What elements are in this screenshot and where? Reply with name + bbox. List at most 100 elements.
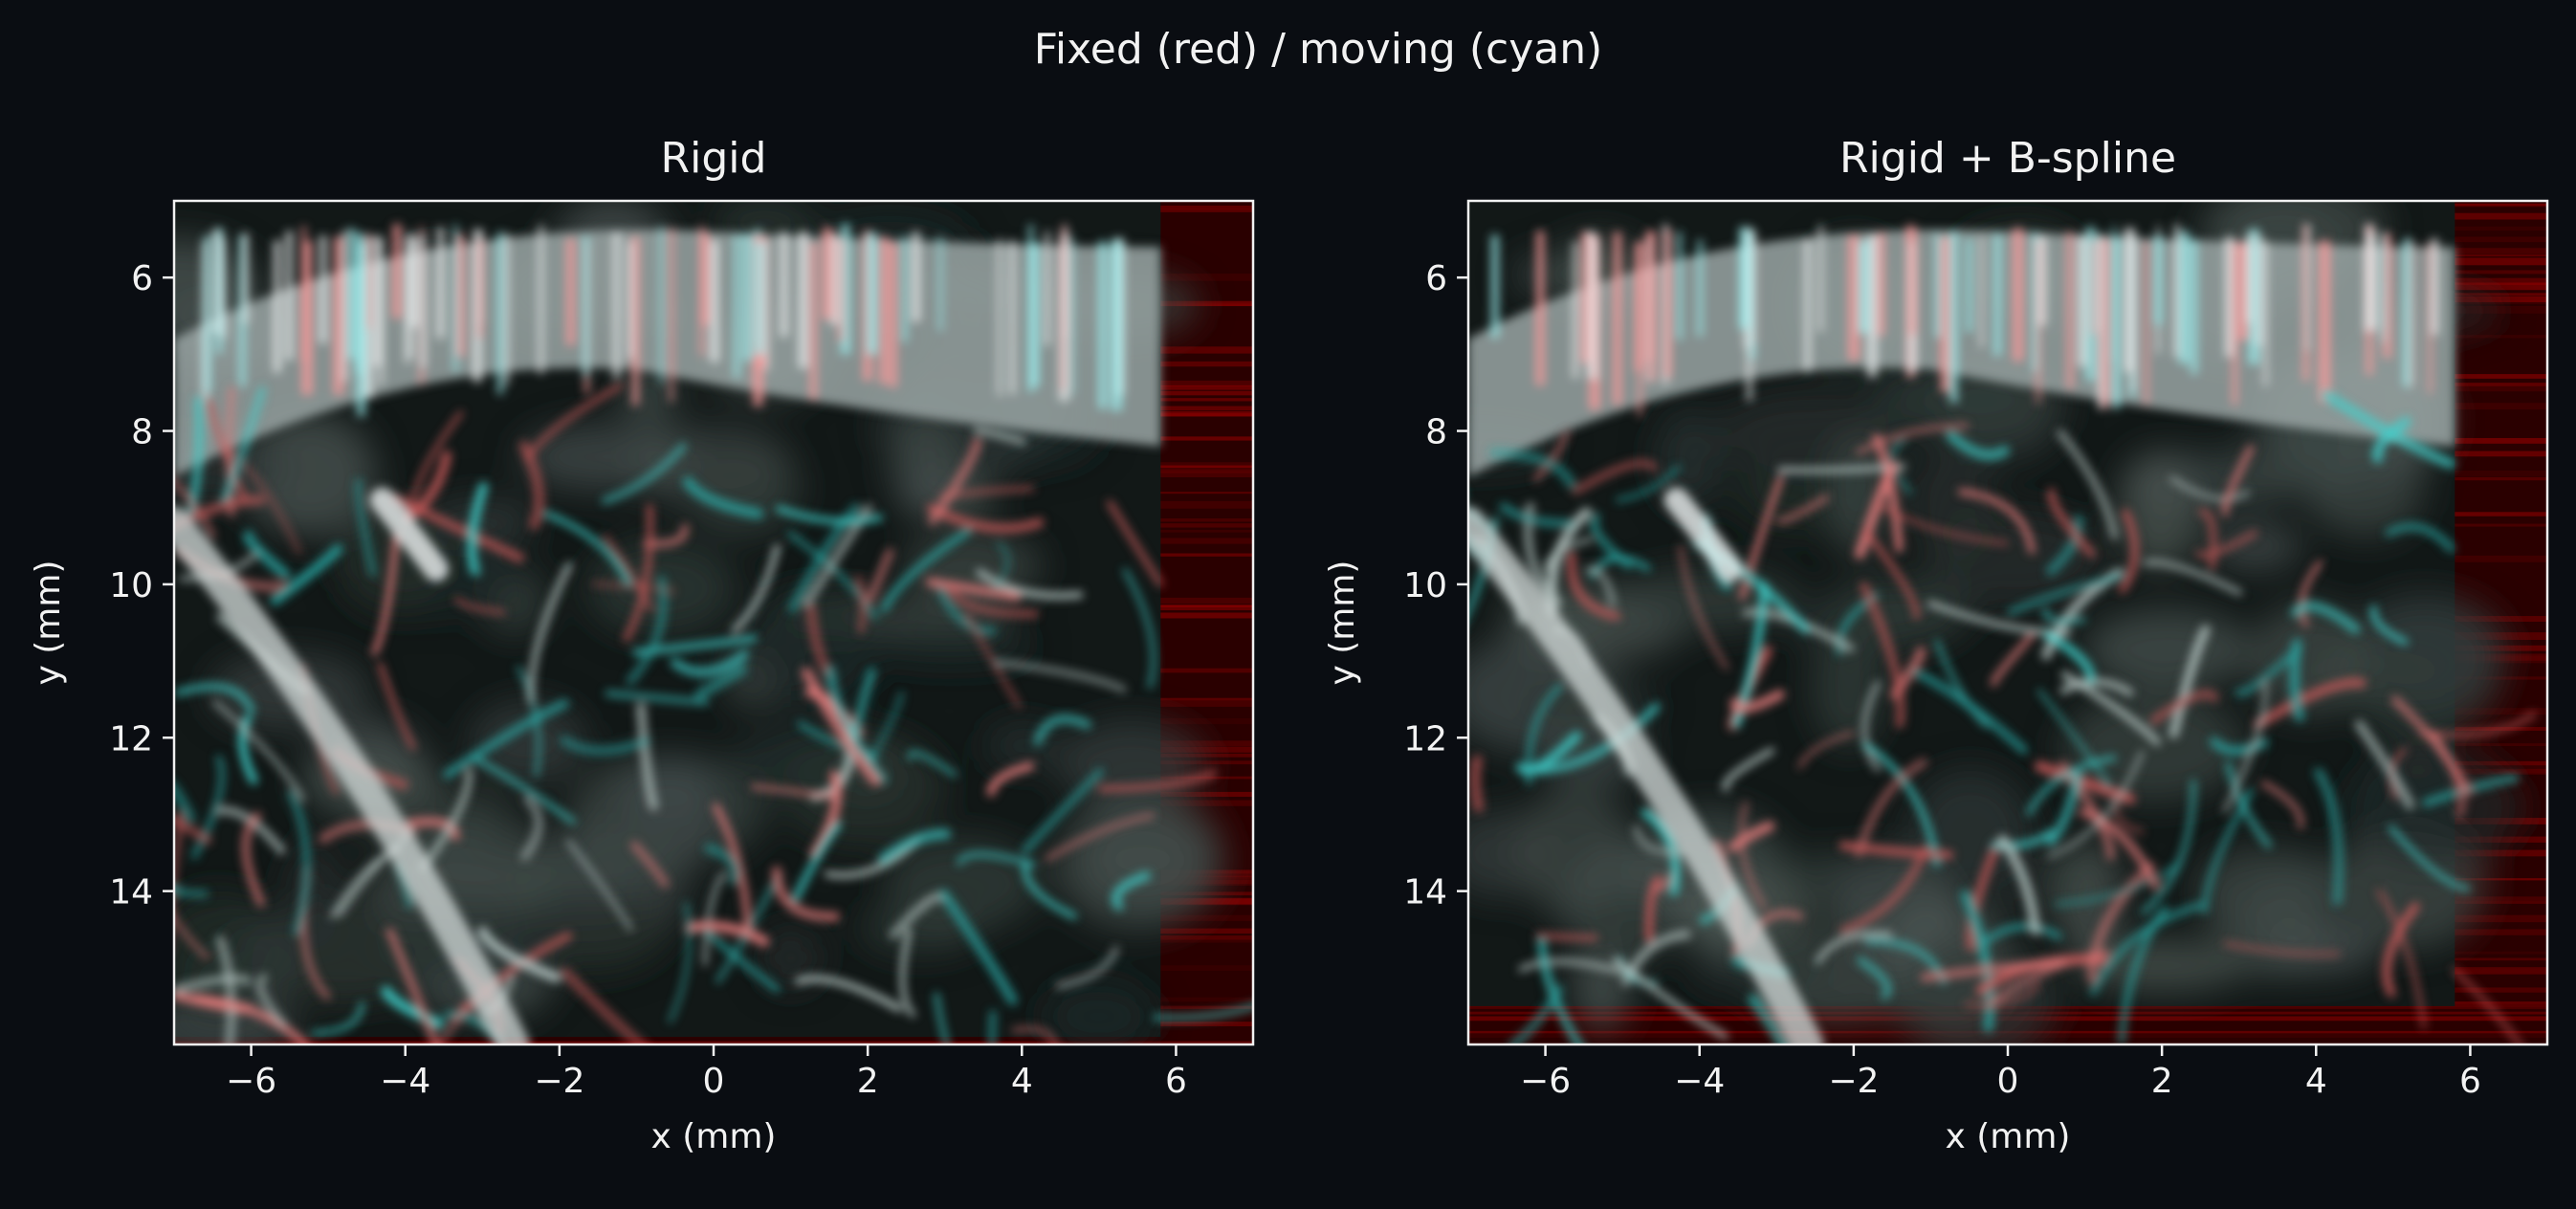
surface-streak xyxy=(2154,234,2162,325)
vessel-curve xyxy=(1964,981,2041,1007)
x-tick-label: −2 xyxy=(1828,1062,1879,1101)
vessel-curve xyxy=(867,691,904,766)
vessel-curve xyxy=(2390,695,2473,797)
surface-streak xyxy=(285,231,294,361)
vessel-curve xyxy=(787,531,878,620)
x-tick-label: −2 xyxy=(534,1062,584,1101)
vessel-curve xyxy=(2055,861,2182,907)
surface-streak xyxy=(1818,225,1823,332)
surface-streak xyxy=(1069,236,1073,394)
surface-streak xyxy=(2037,235,2046,326)
surface-streak xyxy=(2319,240,2330,402)
surface-streak xyxy=(2249,229,2259,364)
vessel-curve xyxy=(472,756,576,824)
surface-streak xyxy=(420,233,426,368)
x-tick-label: 6 xyxy=(1165,1062,1187,1101)
vessel-curve xyxy=(174,912,209,959)
surface-streak xyxy=(780,231,788,337)
vessel-curve xyxy=(378,662,416,751)
surface-streak xyxy=(2124,228,2135,372)
tissue-blob xyxy=(469,700,587,785)
surface-streak xyxy=(497,231,503,395)
vessel-curve xyxy=(1877,503,2009,546)
vessel-structures xyxy=(1468,390,2537,1044)
vessel-curve xyxy=(1537,937,1583,1044)
vessel-curve xyxy=(682,476,764,519)
y-tick-label: 6 xyxy=(131,259,153,298)
vessel-curve xyxy=(2086,862,2155,983)
vessel-curve xyxy=(255,973,287,1028)
vessel-curve xyxy=(1920,958,2066,982)
surface-streak xyxy=(301,226,306,362)
surface-streak xyxy=(2257,234,2262,346)
tissue-blob xyxy=(1088,829,1197,890)
vessel-curve xyxy=(216,806,286,855)
vessel-curve xyxy=(355,478,377,577)
x-tick-label: −6 xyxy=(226,1062,276,1101)
surface-streak xyxy=(392,224,402,319)
surface-streak xyxy=(2403,238,2411,387)
vessel-curve xyxy=(1856,423,1970,455)
surface-streak xyxy=(627,241,633,359)
y-axis-label-rigid-bspline: y (mm) xyxy=(1323,561,1362,686)
tissue-blob xyxy=(745,586,879,710)
surface-streak xyxy=(765,239,769,372)
vessel-curve xyxy=(1838,845,1929,935)
vessel-curve xyxy=(805,603,832,678)
vessel-curve xyxy=(956,851,1037,868)
x-tick-label: 0 xyxy=(1997,1062,2019,1101)
vessel-curve xyxy=(2046,770,2082,847)
vessel-curve xyxy=(1722,747,1775,792)
vessel-curve xyxy=(694,664,748,700)
y-ticks-rigid-bspline: 6 8 10 12 14 xyxy=(1403,259,1468,912)
surface-streak xyxy=(473,229,482,383)
vessel-curve xyxy=(1533,702,1661,775)
surface-streak xyxy=(2112,226,2116,363)
surface-streak xyxy=(477,238,482,339)
surface-streak xyxy=(2013,228,2023,362)
vessel-curve xyxy=(2223,941,2341,956)
surface-streak xyxy=(631,236,639,406)
vessel-curve xyxy=(2045,515,2084,577)
vessel-curve xyxy=(2299,561,2323,627)
surface-streak xyxy=(366,233,371,329)
vessel-curve xyxy=(390,494,525,562)
vessel-curve xyxy=(989,541,1010,596)
vessel-curve xyxy=(1739,802,1767,910)
vessel-curve xyxy=(2046,750,2145,859)
y-tick-label: 12 xyxy=(109,719,153,758)
vessel-curve xyxy=(702,870,726,966)
surface-streak xyxy=(2383,232,2391,359)
surface-streak xyxy=(1697,239,1703,337)
vessel-curve xyxy=(452,932,573,1023)
vessel-curve xyxy=(1934,639,1990,729)
vessel-curve xyxy=(191,994,310,1044)
surface-streak xyxy=(1535,231,1545,385)
vessel-curve xyxy=(1011,1026,1058,1044)
vessel-curve xyxy=(908,750,958,778)
vessel-curve xyxy=(174,810,184,892)
vessel-curve xyxy=(1545,538,1593,573)
bright-vessel-node xyxy=(1663,487,1743,582)
tissue-blob xyxy=(2192,846,2334,934)
surface-streak xyxy=(798,231,808,368)
surface-streak xyxy=(566,238,575,345)
surface-streak xyxy=(1009,240,1015,394)
surface-streak xyxy=(2367,232,2377,330)
vessel-curve xyxy=(212,699,305,802)
vessel-curve xyxy=(443,699,569,779)
vessel-curve xyxy=(1991,828,2055,849)
surface-streak xyxy=(613,231,620,380)
vessel-curve xyxy=(855,575,866,634)
surface-streak xyxy=(2431,238,2438,335)
vessel-curve xyxy=(1567,550,1621,621)
vessel-curve xyxy=(703,928,781,993)
tissue-blob xyxy=(1907,446,1997,560)
vessel-curve xyxy=(2026,755,2117,816)
tissue-blob xyxy=(2345,593,2508,708)
vessel-curve xyxy=(877,828,951,865)
surface-streak xyxy=(1750,230,1755,360)
surface-streak xyxy=(405,238,409,364)
vessel-curve xyxy=(2290,601,2361,634)
surface-streak xyxy=(1112,239,1122,411)
